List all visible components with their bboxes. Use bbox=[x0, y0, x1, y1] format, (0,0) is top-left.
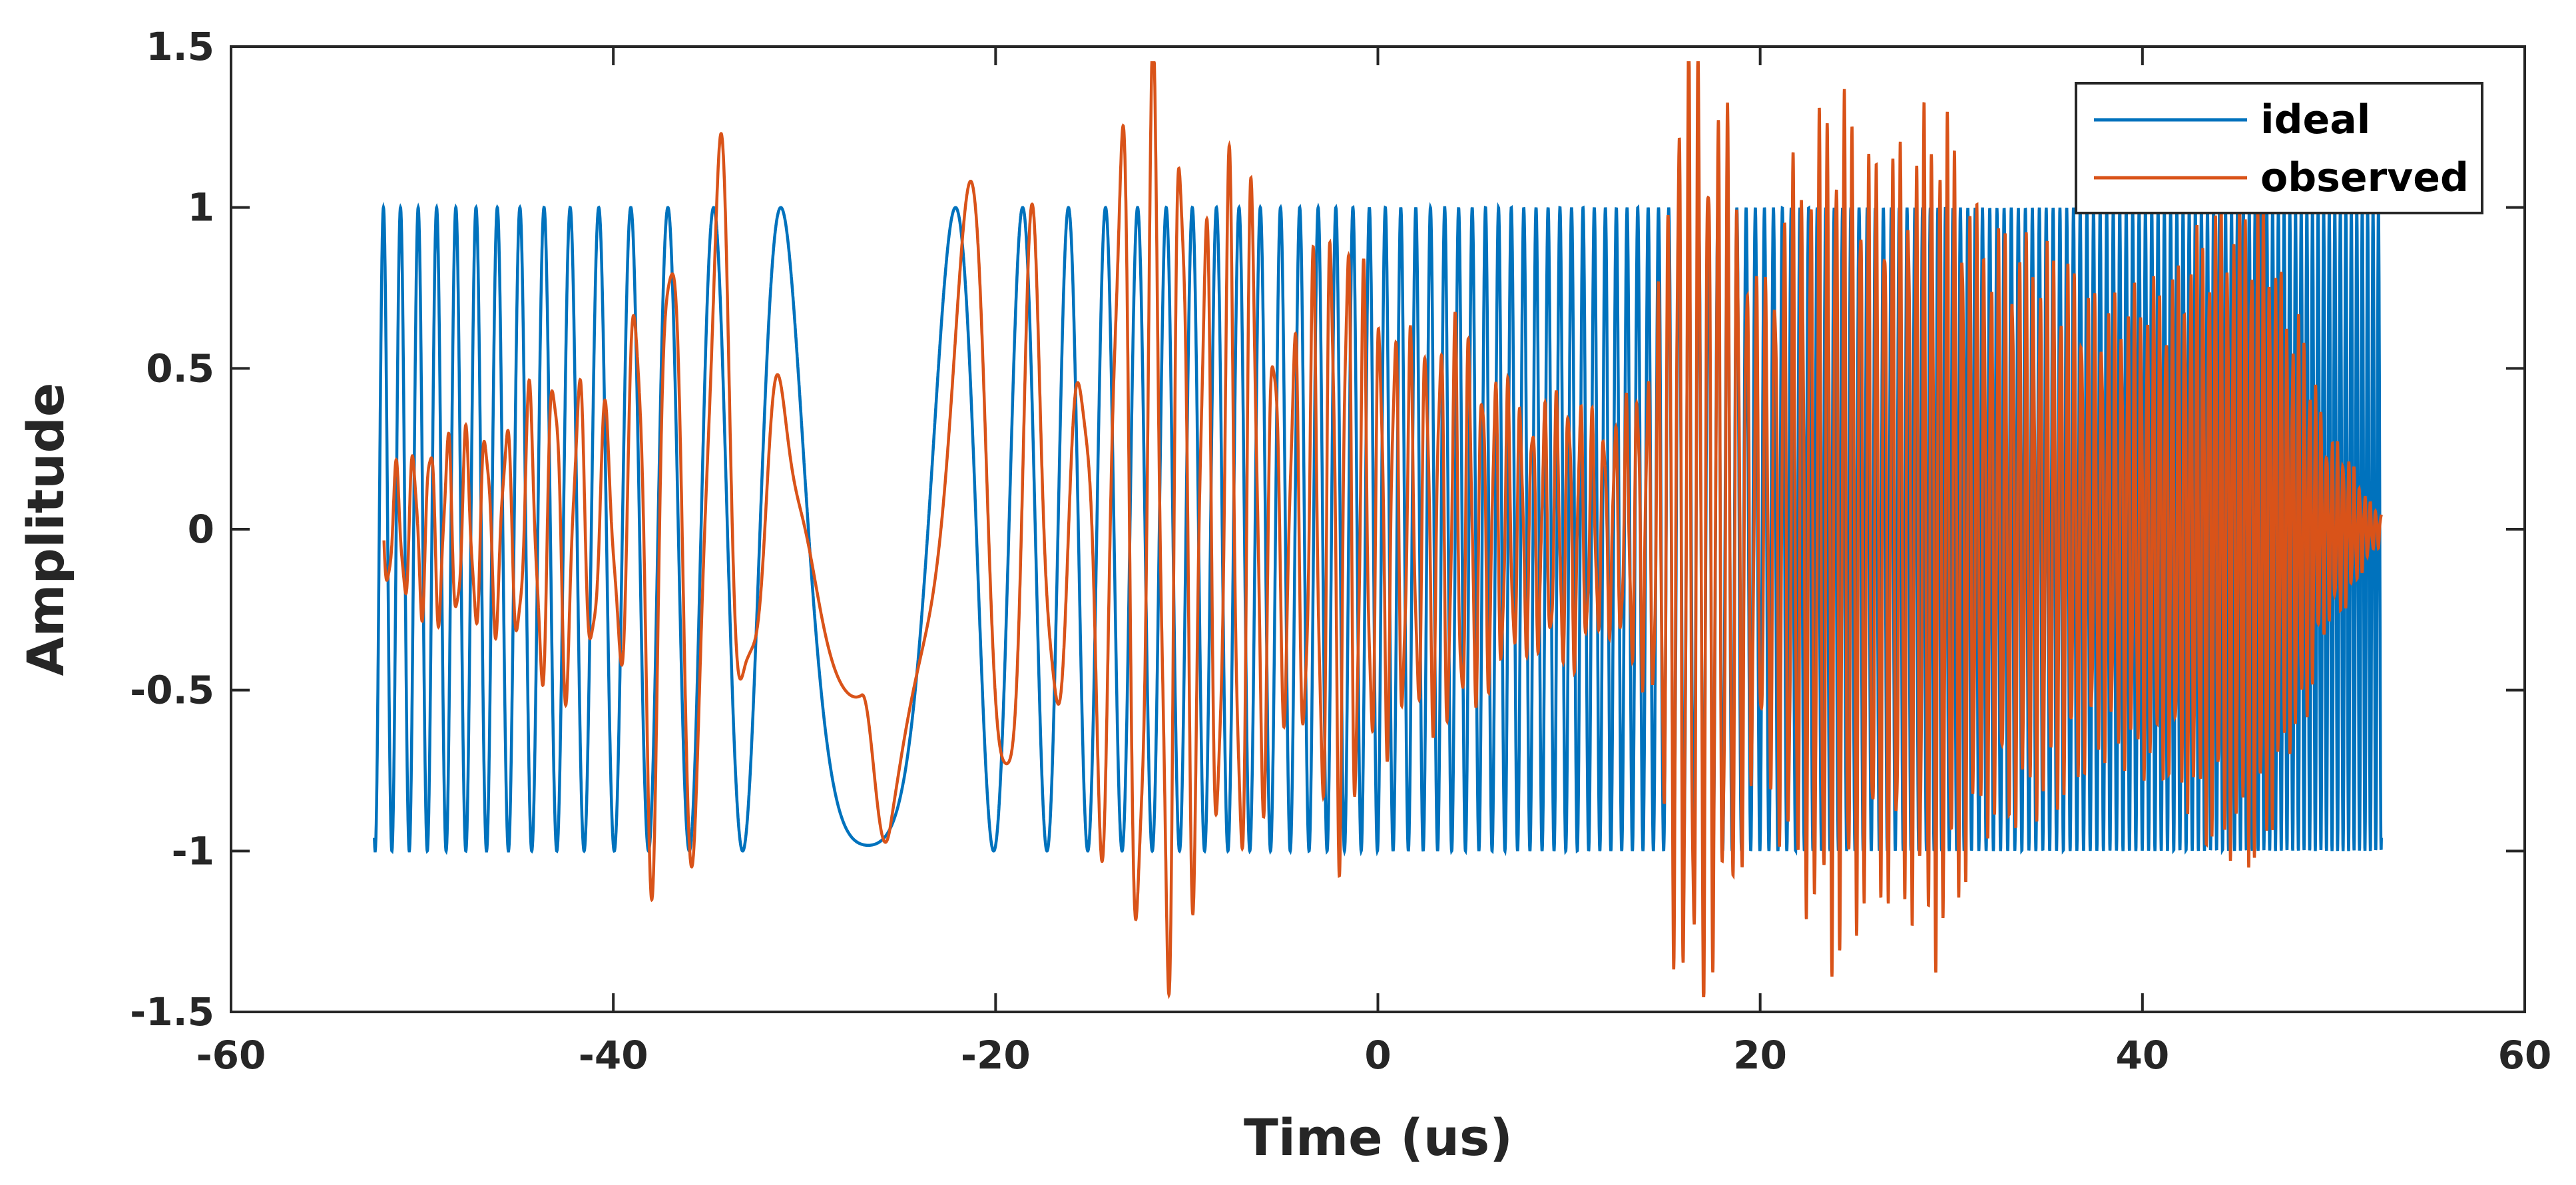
y-tick-label: 0 bbox=[188, 507, 214, 552]
x-tick-label: -20 bbox=[961, 1033, 1031, 1078]
y-tick-label: -1.5 bbox=[130, 989, 214, 1035]
y-tick-label: 0.5 bbox=[146, 346, 214, 391]
axes-layer: -60 -40 -20 0 20 40 60 -1.5 -1 -0.5 0 0.5 1 1.5 bbox=[130, 24, 2551, 1078]
x-tick-label: 40 bbox=[2115, 1033, 2169, 1078]
y-tick-label: 1 bbox=[188, 185, 214, 230]
series-observed-line bbox=[382, 61, 2383, 999]
x-axis-title: Time (us) bbox=[1244, 1108, 1513, 1167]
legend-label-ideal: ideal bbox=[2260, 97, 2370, 143]
legend-box bbox=[2075, 82, 2483, 214]
y-tick-label: -0.5 bbox=[130, 668, 214, 713]
y-axis-title: Amplitude bbox=[16, 383, 75, 676]
x-tick-label: -40 bbox=[579, 1033, 648, 1078]
series-layer bbox=[373, 61, 2383, 999]
x-tick-label: -60 bbox=[196, 1033, 266, 1078]
y-tick-label: 1.5 bbox=[146, 24, 214, 69]
legend-label-observed: observed bbox=[2260, 154, 2469, 201]
y-tick-label: -1 bbox=[172, 828, 214, 873]
legend: ideal observed bbox=[2075, 82, 2483, 214]
x-tick-label: 60 bbox=[2498, 1033, 2552, 1078]
x-tick-label: 0 bbox=[1364, 1033, 1391, 1078]
x-tick-label: 20 bbox=[1733, 1033, 1787, 1078]
